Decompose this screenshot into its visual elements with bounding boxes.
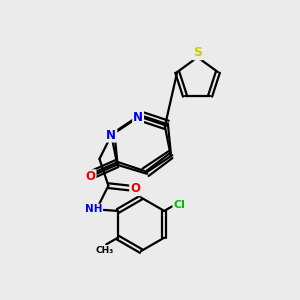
Text: S: S: [193, 46, 202, 59]
Text: N: N: [133, 111, 143, 124]
Text: O: O: [85, 170, 96, 183]
Text: CH₃: CH₃: [96, 246, 114, 255]
Text: N: N: [106, 129, 116, 142]
Text: O: O: [130, 182, 140, 195]
Text: NH: NH: [85, 204, 102, 214]
Text: Cl: Cl: [173, 200, 185, 210]
